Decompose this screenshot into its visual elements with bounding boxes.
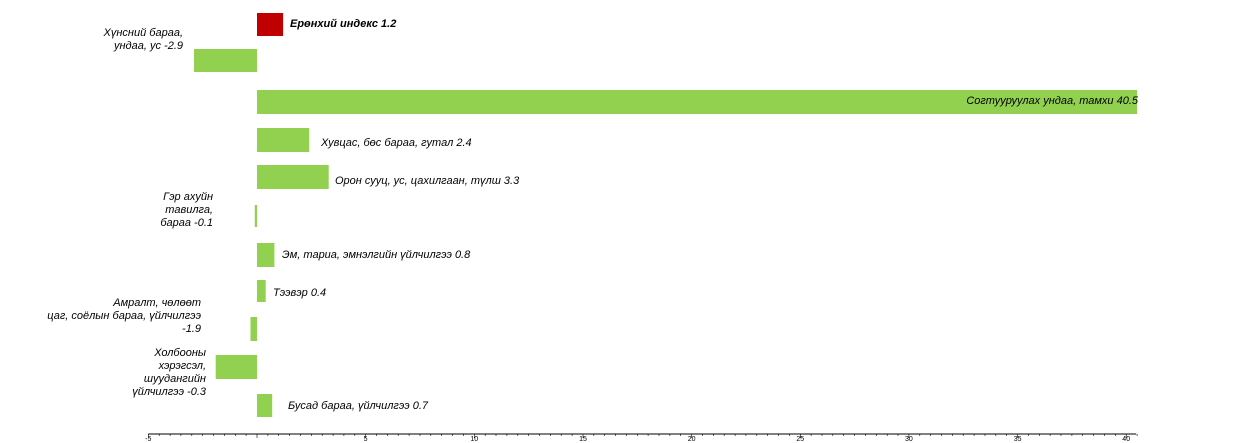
data-label-0: Ерөнхий индекс 1.2 [290,18,396,30]
x-tick-label: 30 [905,436,913,443]
data-label-2: Согтууруулах ундаа, тамхи 40.5 [966,95,1139,107]
bar-6 [257,243,275,267]
data-label-6: Эм, тариа, эмнэлгийн үйлчилгээ 0.8 [282,249,471,261]
bar-5 [254,205,257,227]
data-label-8: Амралт, чөлөөт цаг, соёлын бараа, үйлчилг… [47,297,201,335]
x-tick-label: 5 [364,436,368,443]
x-tick-label: 20 [688,436,696,443]
data-label-9: Холбооны хэрэгсэл, шуудангийн үйлчилгээ -0.… [132,347,207,398]
bar-10 [257,394,273,417]
bar-1 [194,49,257,72]
data-label-10: Бусад бараа, үйлчилгээ 0.7 [288,400,429,412]
bar-8 [250,317,257,341]
data-label-7: Тээвэр 0.4 [273,287,326,299]
bar-4 [257,165,329,189]
x-tick-label: 15 [579,436,587,443]
bar-3 [257,128,310,152]
data-label-5: Гэр ахуйн тавилга, бараа -0.1 [160,191,213,229]
bar-2 [257,90,1138,114]
x-tick-label: 40 [1122,436,1130,443]
x-tick-label: 35 [1014,436,1022,443]
bar-9 [215,355,257,379]
x-tick-label: -5 [145,436,151,443]
x-tick-label: 25 [796,436,804,443]
bar-0 [257,13,284,36]
data-label-4: Орон сууц, ус, цахилгаан, түлш 3.3 [335,175,520,187]
data-label-1: Хүнсний бараа, ундаа, ус -2.9 [103,27,183,52]
x-tick-label: 10 [470,436,478,443]
bar-7 [257,280,266,302]
data-label-3: Хувцас, бөс бараа, гутал 2.4 [320,137,472,149]
